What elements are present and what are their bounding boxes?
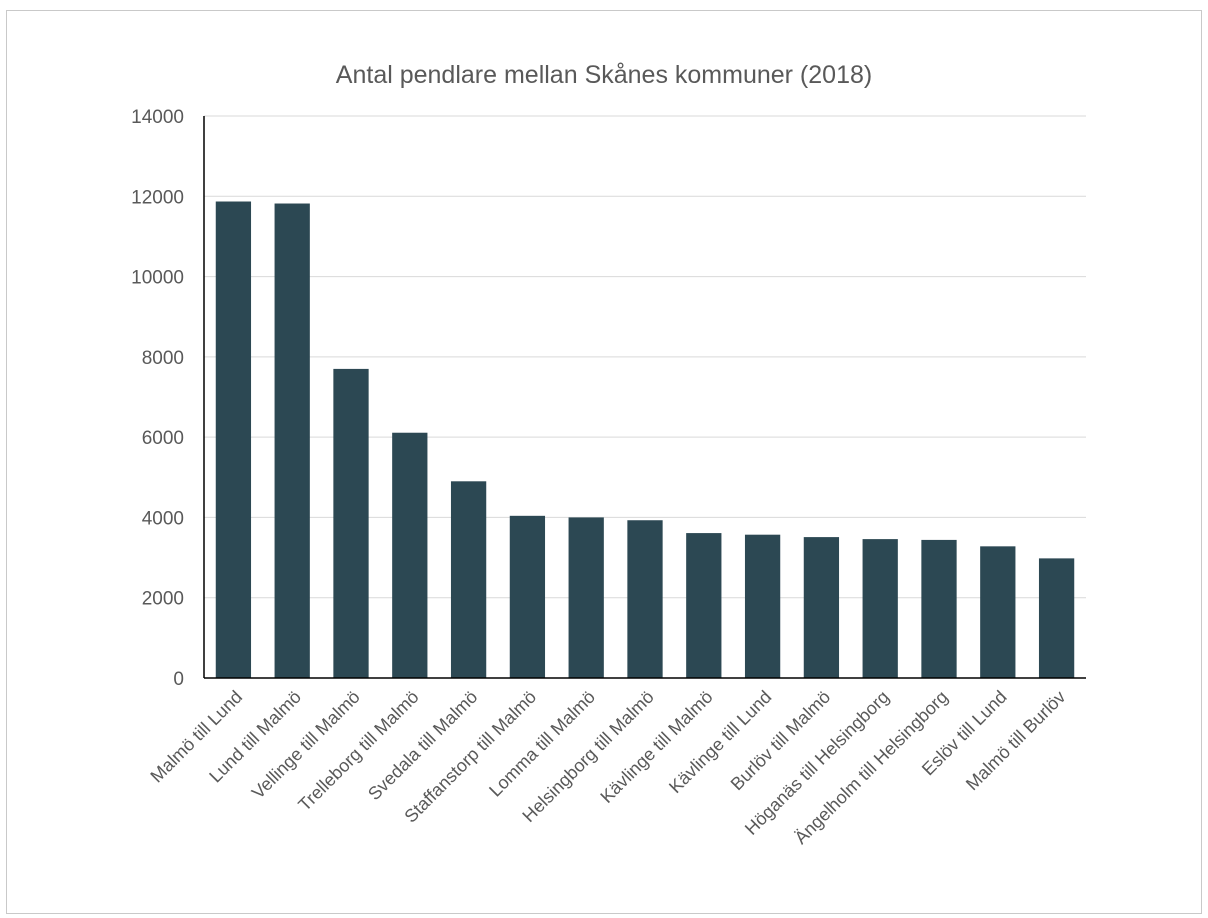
chart-title: Antal pendlare mellan Skånes kommuner (2… bbox=[336, 61, 872, 89]
y-tick-label: 2000 bbox=[142, 589, 184, 610]
y-tick-label: 6000 bbox=[142, 428, 184, 449]
bars bbox=[215, 201, 1075, 679]
x-tick-label: Burlöv till Malmö bbox=[727, 687, 835, 795]
y-tick-labels: 0 2000 4000 6000 8000 10000 12000 14000 bbox=[131, 107, 184, 690]
bar bbox=[921, 539, 957, 678]
bar bbox=[862, 539, 898, 678]
x-tick-label: Vellinge till Malmö bbox=[248, 687, 364, 803]
bar bbox=[980, 546, 1016, 678]
bar bbox=[686, 533, 722, 678]
x-tick-label: Lomma till Malmö bbox=[485, 687, 599, 801]
bar bbox=[627, 520, 663, 678]
bar bbox=[392, 432, 428, 678]
bar bbox=[803, 537, 840, 678]
y-tick-label: 0 bbox=[173, 669, 184, 690]
y-tick-label: 8000 bbox=[142, 348, 184, 369]
x-tick-label: Kävlinge till Lund bbox=[665, 687, 775, 797]
y-tick-label: 4000 bbox=[142, 508, 184, 529]
bar bbox=[333, 368, 369, 678]
x-tick-label: Malmö till Burlöv bbox=[962, 687, 1070, 795]
bar bbox=[1038, 558, 1075, 678]
y-tick-label: 10000 bbox=[131, 268, 184, 289]
y-tick-label: 12000 bbox=[131, 187, 184, 208]
bar bbox=[215, 201, 252, 679]
axes bbox=[203, 116, 1086, 679]
x-tick-label: Svedala till Malmö bbox=[364, 687, 481, 804]
bar bbox=[274, 203, 310, 679]
bar bbox=[509, 515, 546, 678]
bar bbox=[568, 517, 604, 678]
bar bbox=[450, 481, 487, 678]
bar bbox=[744, 534, 781, 678]
y-tick-label: 14000 bbox=[131, 107, 184, 128]
x-tick-label: Kävlinge till Malmö bbox=[596, 687, 716, 807]
chart-frame bbox=[6, 10, 1202, 914]
